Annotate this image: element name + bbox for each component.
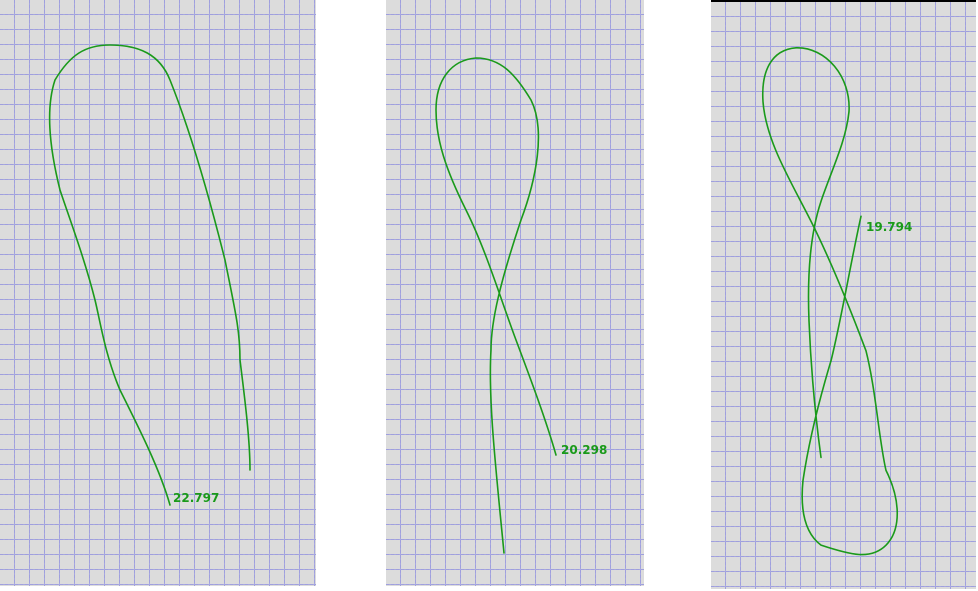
trajectory-plot-2 (435, 57, 557, 554)
trajectory-curve-1 (48, 44, 251, 506)
value-label-3: 19.794 (866, 220, 913, 234)
trajectory-panel-2: 20.298 (386, 0, 644, 586)
trajectory-plot-3 (761, 47, 899, 556)
trajectory-curve-2 (435, 57, 557, 554)
value-label-1: 22.797 (173, 491, 220, 505)
trajectory-panel-3: 19.794 (711, 0, 976, 589)
trajectory-panel-1: 22.797 (0, 0, 316, 586)
trajectory-plot-1 (48, 44, 251, 506)
trajectory-curve-3 (761, 47, 899, 556)
value-label-2: 20.298 (561, 443, 608, 457)
